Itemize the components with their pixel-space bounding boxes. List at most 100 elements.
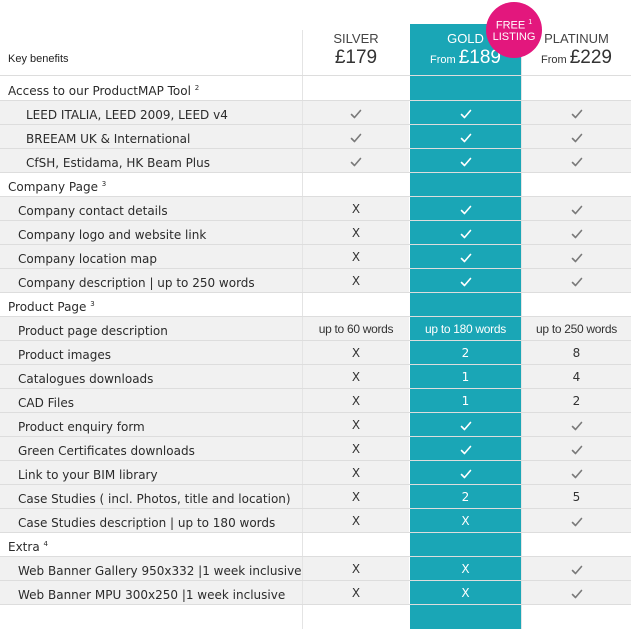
check-icon [571, 517, 582, 526]
row-background [522, 461, 631, 484]
check-icon [350, 109, 362, 118]
benefit-label: Case Studies description | up to 180 wor… [18, 516, 276, 530]
gold-value [410, 461, 521, 485]
row-background [0, 413, 302, 436]
row-divider [0, 220, 631, 221]
gold-value: 2 [461, 490, 470, 504]
row-divider [0, 460, 631, 461]
row-background [522, 485, 631, 508]
row-divider [0, 124, 631, 125]
platinum-value [522, 245, 631, 269]
row-divider [0, 100, 631, 101]
row-background [303, 269, 409, 292]
platinum-price: £229 [569, 47, 612, 68]
check-icon [571, 445, 582, 454]
row-divider [0, 364, 631, 365]
row-background [522, 341, 631, 364]
row-background [0, 125, 302, 148]
silver-value [303, 101, 409, 125]
platinum-value [522, 125, 631, 149]
gold-value: up to 180 words [425, 322, 506, 336]
row-background [522, 221, 631, 244]
check-icon [571, 253, 582, 262]
row-divider [0, 316, 631, 317]
platinum-value [522, 221, 631, 245]
section-label: Access to our ProductMAP Tool 2 [8, 84, 200, 98]
row-background [522, 389, 631, 412]
silver-value: X [351, 514, 361, 528]
row-background [522, 101, 631, 124]
row-divider [0, 556, 631, 557]
section-row: Access to our ProductMAP Tool 2 [0, 77, 631, 101]
platinum-value: 5 [572, 490, 581, 504]
table-row: LEED ITALIA, LEED 2009, LEED v4 [0, 101, 631, 125]
badge-line-2: LISTING [492, 31, 536, 44]
row-background [522, 413, 631, 436]
platinum-price-prefix: From [540, 54, 567, 66]
platinum-value [522, 269, 631, 293]
check-icon [571, 589, 582, 598]
silver-value: X [351, 442, 361, 456]
silver-tier-header: SILVER £179 [303, 31, 409, 69]
silver-tier-name: SILVER [333, 31, 379, 46]
table-row: Case Studies description | up to 180 wor… [0, 509, 631, 533]
row-background [303, 317, 409, 340]
gold-value: X [461, 586, 470, 600]
row-background [522, 197, 631, 220]
footnote-marker: 4 [43, 540, 48, 548]
benefit-label: Company location map [18, 252, 157, 266]
check-icon [460, 253, 471, 262]
silver-price: £179 [334, 47, 378, 68]
row-background [303, 341, 409, 364]
table-row: Company contact details X [0, 197, 631, 221]
section-row: Extra 4 [0, 533, 631, 557]
badge-free-text: FREE [495, 19, 526, 32]
silver-value: X [351, 586, 361, 600]
key-benefits-heading: Key benefits [8, 53, 69, 65]
row-background [522, 149, 631, 172]
row-background [303, 509, 409, 532]
silver-value: X [351, 274, 361, 288]
check-icon [571, 565, 582, 574]
section-row: Company Page 3 [0, 173, 631, 197]
row-divider [0, 244, 631, 245]
table-row: CAD Files X 1 2 [0, 389, 631, 413]
benefit-label: Product images [18, 348, 112, 362]
section-row: Product Page 3 [0, 293, 631, 317]
gold-value [410, 149, 521, 173]
row-background [522, 509, 631, 532]
gold-tier-name: GOLD [447, 31, 484, 46]
gold-value [410, 245, 521, 269]
row-background [303, 437, 409, 460]
row-divider [0, 340, 631, 341]
benefit-label: Link to your BIM library [18, 468, 158, 482]
row-divider [0, 388, 631, 389]
benefit-label: Product enquiry form [18, 420, 145, 434]
check-icon [460, 205, 471, 214]
benefit-label: Product page description [18, 324, 168, 338]
column-divider [302, 30, 303, 629]
platinum-value [522, 557, 631, 581]
footnote-marker: 3 [101, 180, 107, 188]
table-row: CfSH, Estidama, HK Beam Plus [0, 149, 631, 173]
gold-value [410, 221, 521, 245]
platinum-value: 4 [572, 370, 581, 384]
check-icon [460, 133, 471, 142]
table-row: Link to your BIM library X [0, 461, 631, 485]
gold-value: 1 [461, 394, 470, 408]
row-background [522, 269, 631, 292]
platinum-value [522, 581, 631, 605]
silver-price-line: £179 [303, 47, 409, 69]
table-row: Web Banner MPU 300x250 |1 week inclusive… [0, 581, 631, 605]
silver-value: X [351, 202, 361, 216]
check-icon [460, 157, 471, 166]
header-divider [0, 75, 631, 76]
free-listing-badge: FREE 1 LISTING [486, 2, 542, 58]
platinum-value [522, 437, 631, 461]
table-row: Case Studies ( incl. Photos, title and l… [0, 485, 631, 509]
row-background [0, 197, 302, 220]
row-background [303, 125, 409, 148]
benefit-label: CfSH, Estidama, HK Beam Plus [26, 156, 210, 170]
check-icon [350, 157, 362, 166]
row-background [0, 221, 302, 244]
